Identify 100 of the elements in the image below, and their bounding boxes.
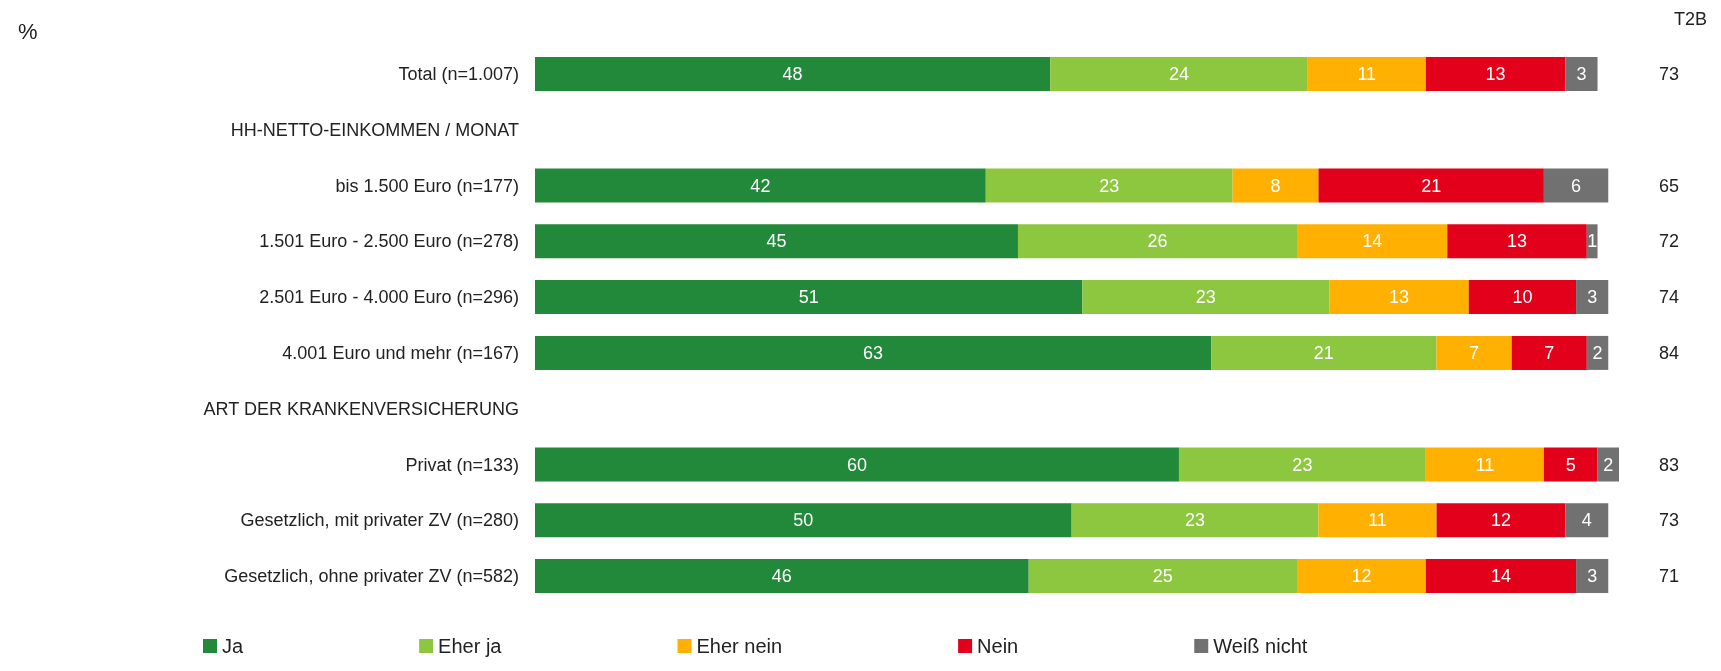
data-label: 2 bbox=[1603, 454, 1614, 475]
bar bbox=[1329, 280, 1469, 315]
legend-label: Eher nein bbox=[696, 635, 783, 657]
text: 84 bbox=[1659, 342, 1680, 363]
data-label: 26 bbox=[1147, 231, 1168, 252]
data-label: 63 bbox=[863, 342, 884, 363]
y-tick-label: 1.501 Euro - 2.500 Euro (n=278) bbox=[259, 231, 519, 252]
data-label: 1 bbox=[1587, 231, 1598, 252]
bar bbox=[1211, 335, 1437, 370]
legend-label: Weiß nicht bbox=[1213, 635, 1308, 657]
data-label: 45 bbox=[766, 231, 787, 252]
bar bbox=[535, 168, 986, 203]
data-label: 2 bbox=[1592, 342, 1603, 363]
data-label: 50 bbox=[793, 510, 814, 531]
text: 73 bbox=[1659, 63, 1680, 84]
bar bbox=[1071, 503, 1319, 538]
bar bbox=[535, 503, 1072, 538]
data-label: 51 bbox=[798, 287, 819, 308]
data-label: 25 bbox=[1152, 566, 1173, 587]
data-label: 3 bbox=[1587, 566, 1598, 587]
data-label: 46 bbox=[771, 566, 792, 587]
bar bbox=[535, 280, 1083, 315]
y-tick-label: Total (n=1.007) bbox=[398, 63, 519, 84]
bar bbox=[1511, 335, 1587, 370]
data-label: 7 bbox=[1544, 342, 1555, 363]
data-label: 7 bbox=[1469, 342, 1480, 363]
bar bbox=[1050, 56, 1308, 91]
bar bbox=[1576, 280, 1609, 315]
data-label: 48 bbox=[782, 63, 803, 84]
bar bbox=[1318, 168, 1544, 203]
bar bbox=[1028, 559, 1298, 594]
y-tick-label: Privat (n=133) bbox=[405, 454, 519, 475]
data-label: 3 bbox=[1576, 63, 1587, 84]
bar bbox=[1297, 559, 1426, 594]
data-label: 13 bbox=[1388, 287, 1409, 308]
bar bbox=[1543, 168, 1609, 203]
data-label: 4 bbox=[1581, 510, 1592, 531]
legend-label: Ja bbox=[222, 635, 244, 657]
data-label: 14 bbox=[1490, 566, 1511, 587]
text: 65 bbox=[1659, 175, 1680, 196]
data-label: 12 bbox=[1351, 566, 1372, 587]
text: 74 bbox=[1659, 287, 1680, 308]
y-tick-label: bis 1.500 Euro (n=177) bbox=[335, 175, 519, 196]
data-label: 23 bbox=[1099, 175, 1120, 196]
data-label: 3 bbox=[1587, 287, 1598, 308]
text: % bbox=[18, 18, 38, 44]
data-label: 11 bbox=[1357, 63, 1377, 84]
data-label: 11 bbox=[1475, 454, 1495, 475]
text: T2B bbox=[1673, 9, 1707, 29]
text: 72 bbox=[1659, 231, 1680, 252]
data-label: 13 bbox=[1507, 231, 1528, 252]
data-label: 21 bbox=[1313, 342, 1334, 363]
bar bbox=[1017, 224, 1298, 259]
y-tick-label: 4.001 Euro und mehr (n=167) bbox=[282, 342, 519, 363]
bar bbox=[535, 559, 1029, 594]
data-label: 24 bbox=[1168, 63, 1189, 84]
data-label: 8 bbox=[1270, 175, 1281, 196]
data-label: 42 bbox=[750, 175, 771, 196]
bar bbox=[1436, 335, 1512, 370]
bar bbox=[535, 335, 1212, 370]
data-label: 6 bbox=[1571, 175, 1582, 196]
data-label: 21 bbox=[1421, 175, 1442, 196]
bar bbox=[535, 224, 1018, 259]
data-label: 10 bbox=[1512, 287, 1533, 308]
legend-label: Eher ja bbox=[438, 635, 503, 657]
bar bbox=[1082, 280, 1330, 315]
data-label: 14 bbox=[1362, 231, 1383, 252]
text: 83 bbox=[1659, 454, 1680, 475]
bar bbox=[535, 56, 1051, 91]
text: 73 bbox=[1659, 510, 1680, 531]
text: 71 bbox=[1659, 566, 1680, 587]
bar bbox=[1297, 224, 1448, 259]
bar bbox=[1447, 224, 1587, 259]
bar bbox=[1425, 56, 1566, 91]
y-tick-label: Gesetzlich, mit privater ZV (n=280) bbox=[240, 510, 519, 531]
y-tick-label: ART DER KRANKENVERSICHERUNG bbox=[203, 398, 519, 419]
data-label: 60 bbox=[846, 454, 867, 475]
bar bbox=[985, 168, 1233, 203]
bar bbox=[1576, 559, 1609, 594]
bar bbox=[1436, 503, 1566, 538]
bar bbox=[535, 447, 1179, 482]
y-tick-label: 2.501 Euro - 4.000 Euro (n=296) bbox=[259, 287, 519, 308]
bar bbox=[1468, 280, 1577, 315]
bar bbox=[1543, 447, 1598, 482]
bar bbox=[1565, 503, 1609, 538]
data-label: 5 bbox=[1565, 454, 1576, 475]
y-tick-label: Gesetzlich, ohne privater ZV (n=582) bbox=[224, 566, 519, 587]
data-label: 23 bbox=[1292, 454, 1313, 475]
data-label: 11 bbox=[1368, 510, 1387, 531]
bar bbox=[1232, 168, 1319, 203]
bar bbox=[1178, 447, 1426, 482]
legend-label: Nein bbox=[977, 635, 1019, 657]
data-label: 23 bbox=[1185, 510, 1206, 531]
bar bbox=[1425, 559, 1577, 594]
y-tick-label: HH-NETTO-EINKOMMEN / MONAT bbox=[230, 119, 519, 140]
bar bbox=[1307, 56, 1426, 91]
bar bbox=[1565, 56, 1598, 91]
data-label: 23 bbox=[1195, 287, 1216, 308]
data-label: 12 bbox=[1490, 510, 1511, 531]
data-label: 13 bbox=[1485, 63, 1506, 84]
